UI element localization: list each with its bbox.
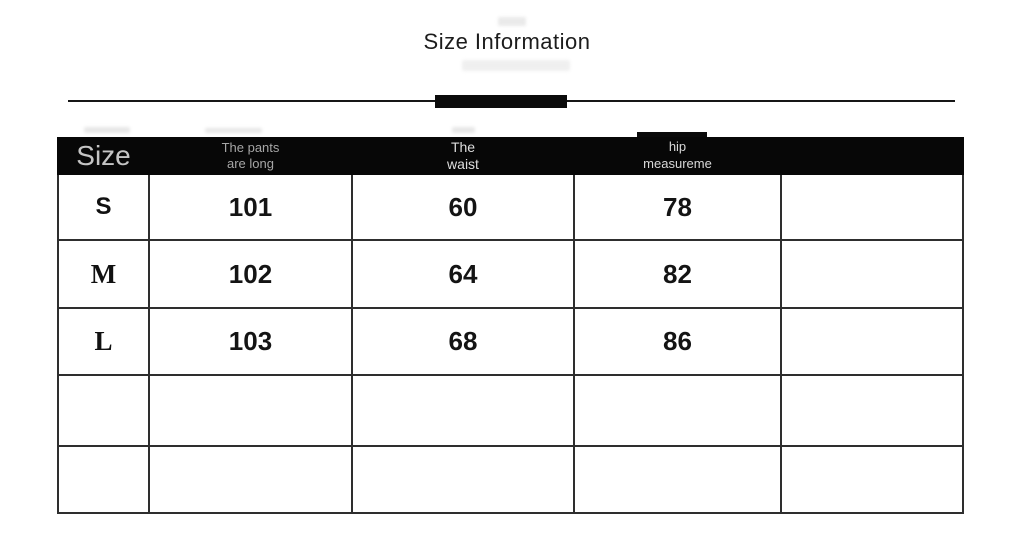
- header-pants-length-line2: are long: [227, 156, 274, 171]
- pants-length-value: 103: [148, 307, 353, 376]
- extra-cell: [780, 239, 964, 309]
- hip-value: [573, 445, 782, 514]
- table-row-l: L 103 68 86: [57, 307, 964, 376]
- pants-length-value: [148, 445, 353, 514]
- page-title: Size Information: [423, 29, 591, 54]
- waist-value: [351, 445, 575, 514]
- header-pants-length: The pants are long: [148, 137, 353, 175]
- header-size: Size: [57, 137, 150, 175]
- header-extra: [780, 137, 964, 175]
- ghost-smudge-header-left: [84, 127, 130, 133]
- waist-value: 64: [351, 239, 575, 309]
- size-cell: M: [57, 239, 150, 309]
- ghost-smudge-header-mid: [205, 128, 262, 133]
- ghost-smudge-above-title: [498, 17, 526, 26]
- header-pants-length-line1: The pants: [221, 139, 280, 155]
- pants-length-value: [148, 374, 353, 447]
- table-row-empty-2: [57, 445, 964, 514]
- size-cell: [57, 374, 150, 447]
- hip-value: [573, 374, 782, 447]
- table-row-s: S 101 60 78: [57, 173, 964, 241]
- table-header-row: Size The pants are long The waist hip me…: [57, 137, 964, 175]
- header-waist-line2: waist: [447, 156, 479, 172]
- header-hip-line2: measureme: [643, 156, 712, 171]
- extra-cell: [780, 445, 964, 514]
- divider-center-bar: [435, 95, 567, 108]
- size-cell: [57, 445, 150, 514]
- hip-value: 82: [573, 239, 782, 309]
- extra-cell: [780, 173, 964, 241]
- header-waist: The waist: [351, 137, 575, 175]
- extra-cell: [780, 307, 964, 376]
- pants-length-value: 102: [148, 239, 353, 309]
- header-hip-line1: hip: [668, 139, 687, 155]
- size-cell: S: [57, 173, 150, 241]
- table-row-m: M 102 64 82: [57, 239, 964, 309]
- waist-value: 60: [351, 173, 575, 241]
- ghost-smudge-below-title: [462, 60, 570, 71]
- hip-value: 78: [573, 173, 782, 241]
- table-row-empty-1: [57, 374, 964, 447]
- ghost-smudge-header-right: [452, 127, 475, 133]
- header-waist-line1: The: [450, 139, 476, 156]
- pants-length-value: 101: [148, 173, 353, 241]
- waist-value: [351, 374, 575, 447]
- size-table: Size The pants are long The waist hip me…: [57, 137, 964, 514]
- waist-value: 68: [351, 307, 575, 376]
- extra-cell: [780, 374, 964, 447]
- header-hip: hip measureme: [573, 137, 782, 175]
- header-overlay-patch: [637, 132, 707, 140]
- size-cell: L: [57, 307, 150, 376]
- hip-value: 86: [573, 307, 782, 376]
